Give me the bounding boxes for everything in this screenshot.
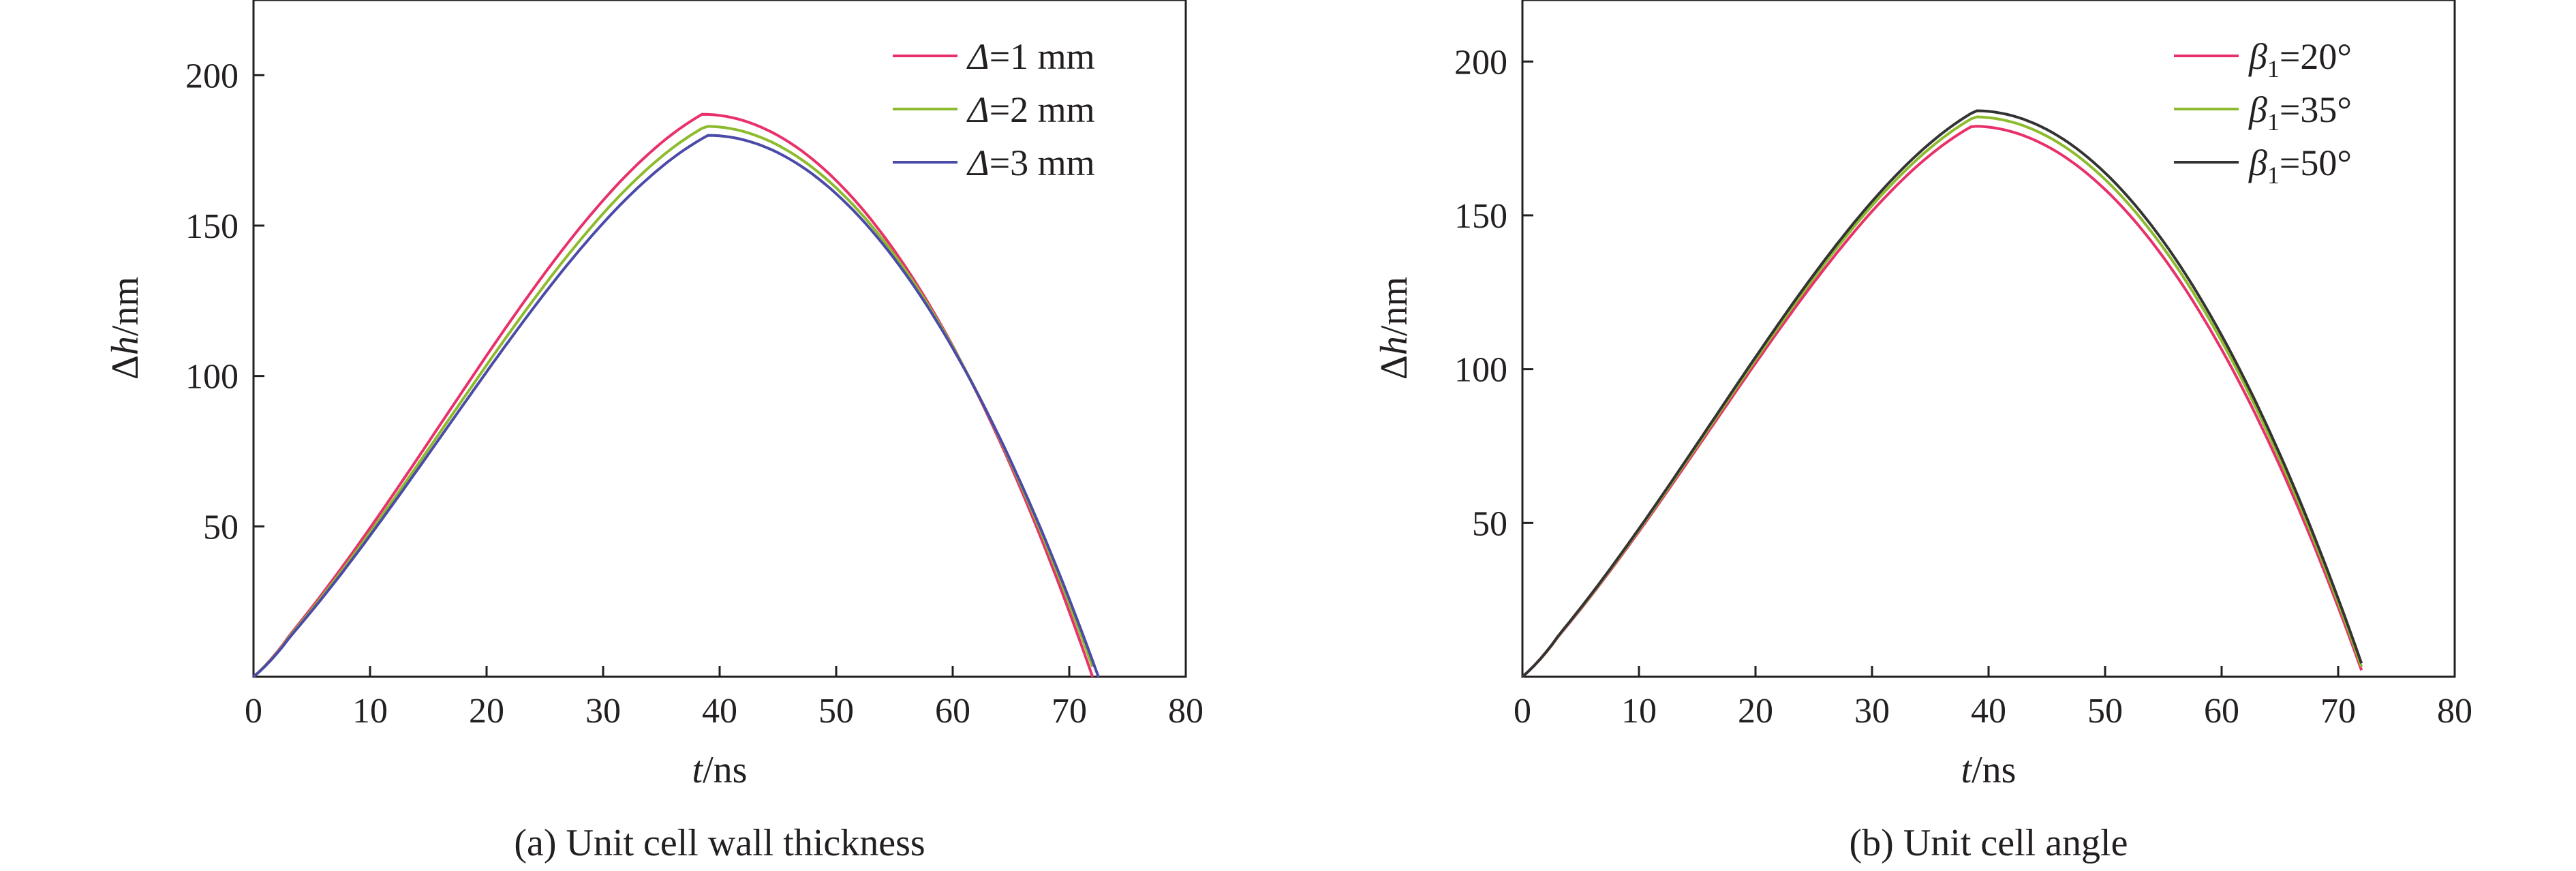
chart-b: 0 10 20 30 40 50 60 70 8050100150200t/nsΔh/nmβ1=… <box>1373 0 2472 864</box>
y-axis-label: Δh/nm <box>104 277 147 380</box>
legend-label-var: Δ <box>966 142 990 183</box>
x-tick-label: 50 <box>818 692 854 731</box>
legend-label-var: β <box>2248 142 2267 183</box>
series-line-1 <box>252 112 1094 678</box>
x-tick-label: 20 <box>1738 692 1773 731</box>
legend-label-rest: =1 mm <box>990 36 1095 77</box>
y-tick-label: 50 <box>1472 504 1507 543</box>
y-axis-label-prefix: Δ <box>1373 355 1415 380</box>
series-line-3 <box>1521 109 2363 678</box>
legend-label-var: Δ <box>966 89 990 130</box>
x-tick-label: 50 <box>2087 692 2123 731</box>
y-axis-label-unit: /nm <box>104 277 147 336</box>
x-tick-label: 0 <box>245 692 262 731</box>
legend-label-rest: =50° <box>2280 142 2352 183</box>
x-tick-label: 10 <box>1621 692 1657 731</box>
legend-label-rest: =3 mm <box>990 142 1095 183</box>
y-axis-label-unit: /nm <box>1373 277 1415 336</box>
chart-caption: (b) Unit cell angle <box>1850 822 2128 864</box>
series-line-1 <box>1521 125 2363 678</box>
x-tick-label: 10 <box>352 692 388 731</box>
y-axis-label: Δh/nm <box>1373 277 1415 380</box>
x-axis-label-var: t <box>692 749 704 791</box>
x-tick-label: 40 <box>702 692 737 731</box>
x-tick-label: 80 <box>2437 692 2472 731</box>
y-tick-label: 200 <box>1454 43 1507 82</box>
x-axis-label: t/ns <box>1961 749 2017 791</box>
y-axis-label-var: h <box>1373 336 1415 355</box>
y-tick-label: 50 <box>203 508 239 547</box>
x-axis-label-unit: /ns <box>1972 749 2016 791</box>
x-axis-label-var: t <box>1961 749 1973 791</box>
series-line-2 <box>252 125 1094 678</box>
chart-caption: (a) Unit cell wall thickness <box>514 822 925 864</box>
y-axis-label-prefix: Δ <box>104 355 147 380</box>
y-tick-label: 200 <box>185 57 239 95</box>
legend-label-3: Δ=3 mm <box>966 142 1095 183</box>
x-tick-label: 30 <box>1854 692 1890 731</box>
series-line-3 <box>252 134 1100 678</box>
legend-label-rest: =35° <box>2280 89 2352 130</box>
legend-label-var: β <box>2248 89 2267 130</box>
legend-label-2: Δ=2 mm <box>966 89 1095 130</box>
legend-label-2: β1=35° <box>2248 89 2352 136</box>
chart-a: 0 10 20 30 40 50 60 70 8050100150200t/nsΔh/nmΔ=1… <box>104 0 1203 864</box>
legend-label-sub: 1 <box>2267 162 2280 189</box>
x-tick-label: 80 <box>1168 692 1203 731</box>
y-tick-label: 100 <box>1454 351 1507 390</box>
x-tick-label: 60 <box>935 692 970 731</box>
series-line-2 <box>1521 115 2363 678</box>
x-axis-label: t/ns <box>692 749 748 791</box>
y-axis-label-var: h <box>104 336 147 355</box>
legend-label-var: β <box>2248 36 2267 77</box>
legend-label-rest: =2 mm <box>990 89 1095 130</box>
legend-label-3: β1=50° <box>2248 142 2352 189</box>
legend-label-1: Δ=1 mm <box>966 36 1095 77</box>
legend-label-1: β1=20° <box>2248 36 2352 82</box>
x-tick-label: 70 <box>2320 692 2356 731</box>
y-tick-label: 100 <box>185 358 239 397</box>
x-tick-label: 30 <box>585 692 621 731</box>
legend-label-var: Δ <box>966 36 990 77</box>
x-tick-label: 40 <box>1971 692 2006 731</box>
x-tick-label: 60 <box>2204 692 2239 731</box>
x-tick-label: 20 <box>469 692 504 731</box>
x-axis-label-unit: /ns <box>703 749 747 791</box>
y-tick-label: 150 <box>185 207 239 246</box>
legend-label-rest: =20° <box>2280 36 2352 77</box>
y-tick-label: 150 <box>1454 197 1507 236</box>
legend-label-sub: 1 <box>2267 108 2280 136</box>
x-tick-label: 0 <box>1514 692 1531 731</box>
x-tick-label: 70 <box>1052 692 1087 731</box>
legend-label-sub: 1 <box>2267 55 2280 82</box>
